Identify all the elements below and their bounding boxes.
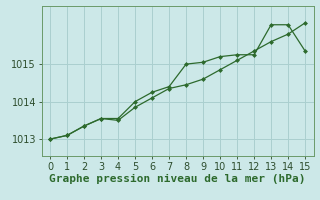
X-axis label: Graphe pression niveau de la mer (hPa): Graphe pression niveau de la mer (hPa) <box>49 174 306 184</box>
